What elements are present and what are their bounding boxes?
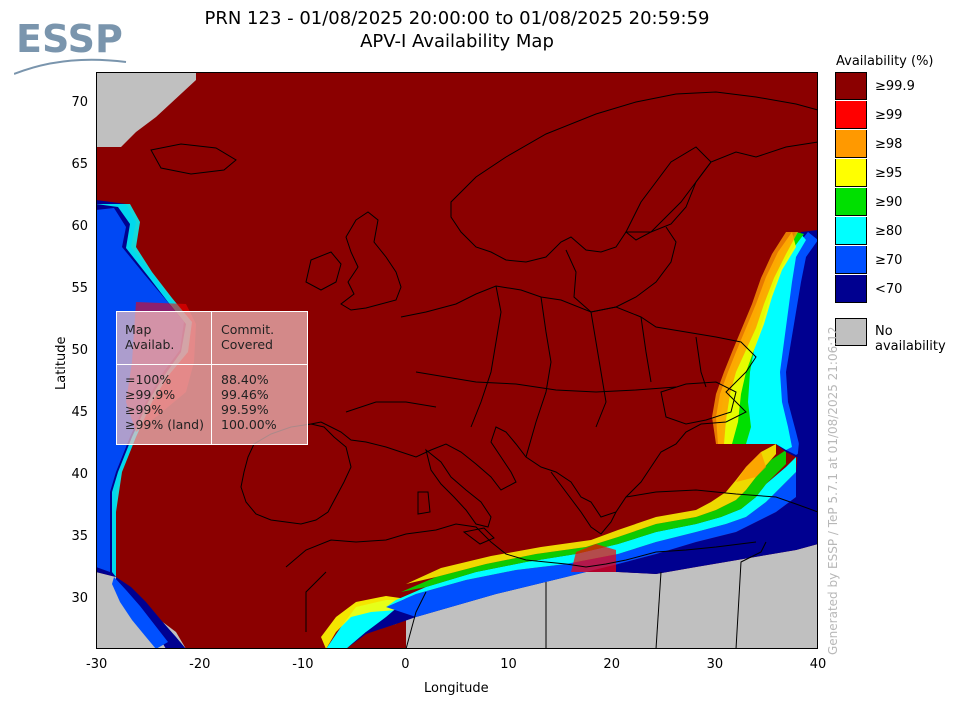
legend-swatch-no-availability bbox=[835, 318, 867, 346]
stats-row-covered: 99.46% bbox=[221, 387, 269, 402]
legend-label: ≥70 bbox=[875, 253, 903, 268]
stats-row-map: ≥99% (land) bbox=[125, 417, 204, 432]
stats-table: Map Availab. Commit. Covered =100% ≥99.9… bbox=[116, 311, 308, 445]
x-tick-label: 40 bbox=[809, 657, 827, 672]
y-tick-label: 60 bbox=[71, 219, 88, 235]
legend-label: ≥80 bbox=[875, 224, 903, 239]
x-tick-label: -30 bbox=[86, 657, 108, 672]
stats-header-map-2: Availab. bbox=[125, 337, 175, 352]
legend-swatch bbox=[835, 275, 867, 303]
y-tick-label: 40 bbox=[71, 467, 88, 483]
legend-label: ≥99.9 bbox=[875, 79, 915, 94]
legend-label: ≥99 bbox=[875, 108, 903, 123]
y-tick-label: 30 bbox=[71, 591, 88, 607]
stats-row-map: ≥99% bbox=[125, 402, 164, 417]
x-tick-label: 10 bbox=[500, 657, 517, 672]
legend-label-no-availability: No availability bbox=[875, 324, 946, 354]
stats-header-map-1: Map bbox=[125, 322, 152, 337]
legend-swatch bbox=[835, 217, 867, 245]
legend-swatch bbox=[835, 72, 867, 100]
stats-header-covered-2: Covered bbox=[221, 337, 273, 352]
stats-row-covered: 100.00% bbox=[221, 417, 277, 432]
legend-label: ≥98 bbox=[875, 137, 903, 152]
y-tick-label: 65 bbox=[71, 157, 88, 173]
legend-swatch bbox=[835, 246, 867, 274]
y-axis-label: Latitude bbox=[54, 336, 69, 390]
legend-label: <70 bbox=[875, 282, 903, 297]
y-tick-label: 35 bbox=[71, 529, 88, 545]
stats-row-covered: 88.40% bbox=[221, 372, 269, 387]
logo-text: ESSP bbox=[16, 17, 123, 61]
legend-swatch bbox=[835, 101, 867, 129]
essp-logo: ESSP bbox=[13, 16, 134, 82]
map-subtitle: APV-I Availability Map bbox=[360, 31, 554, 52]
stats-row-map: ≥99.9% bbox=[125, 387, 176, 402]
coastlines bbox=[150, 91, 818, 649]
legend-label: ≥90 bbox=[875, 195, 903, 210]
legend-swatch bbox=[835, 188, 867, 216]
x-tick-label: -10 bbox=[292, 657, 314, 672]
x-tick-label: 0 bbox=[401, 657, 410, 672]
legend-swatch bbox=[835, 159, 867, 187]
legend-label: ≥95 bbox=[875, 166, 903, 181]
x-tick-label: -20 bbox=[189, 657, 211, 672]
y-tick-label: 50 bbox=[71, 343, 88, 359]
stats-row-map: =100% bbox=[125, 372, 172, 387]
y-tick-label: 55 bbox=[71, 281, 88, 297]
y-tick-label: 45 bbox=[71, 405, 88, 421]
stats-row-covered: 99.59% bbox=[221, 402, 269, 417]
x-tick-label: 20 bbox=[603, 657, 620, 672]
legend-title: Availability (%) bbox=[836, 54, 934, 69]
x-axis-label: Longitude bbox=[424, 681, 489, 696]
x-tick-label: 30 bbox=[706, 657, 724, 672]
legend-swatch bbox=[835, 130, 867, 158]
stats-header-covered-1: Commit. bbox=[221, 322, 275, 337]
map-title: PRN 123 - 01/08/2025 20:00:00 to 01/08/2… bbox=[204, 8, 710, 29]
generated-by-text: Generated by ESSP / TeP 5.7.1 at 01/08/2… bbox=[826, 326, 840, 655]
y-tick-label: 70 bbox=[71, 95, 88, 111]
